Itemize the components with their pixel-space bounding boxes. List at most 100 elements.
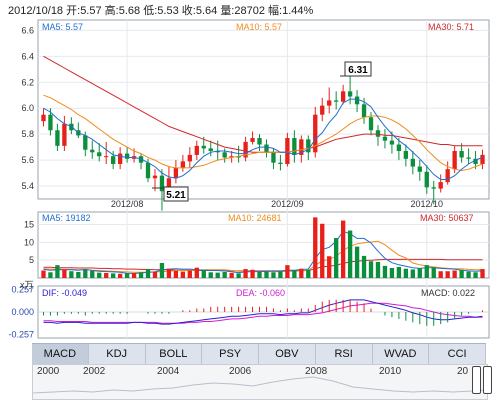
candle-body: [229, 156, 234, 158]
candle-body: [187, 154, 192, 162]
volume-bars: [41, 217, 485, 278]
volume-bar: [145, 269, 151, 278]
price-tick-label: 5.6: [21, 155, 34, 165]
macd-dif-line: [43, 299, 483, 325]
volume-bar: [62, 269, 67, 278]
candle-body: [243, 141, 248, 158]
volume-bar: [438, 271, 443, 278]
volume-bar: [431, 267, 436, 278]
macd-dif-label: DIF: -0.049: [42, 288, 88, 298]
volume-bar: [180, 271, 186, 278]
moving-average-lines: [43, 55, 483, 325]
candle-body: [222, 152, 227, 158]
volume-bar: [173, 270, 179, 278]
volume-bar: [480, 269, 485, 278]
candle-body: [173, 167, 179, 179]
candle-body: [375, 130, 381, 137]
tab-rsi[interactable]: RSI: [316, 344, 373, 364]
volume-bar: [48, 272, 53, 278]
candle-body: [431, 187, 436, 189]
volume-bar: [271, 272, 276, 278]
candle-body: [55, 130, 60, 146]
volume-bar: [306, 269, 311, 278]
candle-body: [299, 139, 304, 155]
volume-tick-label: 5: [29, 255, 34, 265]
candle-body: [347, 91, 353, 97]
candle-body: [313, 114, 318, 153]
candle-body: [201, 145, 206, 149]
candle-body: [368, 117, 374, 131]
volume-value: 28702: [234, 5, 265, 17]
price-tick-label: 6.0: [21, 103, 34, 113]
volume-bar: [417, 268, 422, 278]
macd-dea-line: [43, 302, 483, 324]
volume-bar: [264, 271, 269, 278]
volume-bar: [313, 217, 318, 278]
candle-body: [320, 105, 325, 115]
candle-body: [452, 151, 457, 170]
price-tick-label: 5.8: [21, 129, 34, 139]
tab-boll[interactable]: BOLL: [146, 344, 203, 364]
price-tick-label: 5.4: [21, 181, 34, 191]
volume-bar: [320, 223, 325, 278]
candle-body: [389, 140, 395, 145]
navigator-handle-left[interactable]: [472, 366, 481, 394]
volume-bar: [187, 270, 192, 278]
volume-bar: [327, 256, 332, 278]
candle-body: [90, 149, 95, 153]
price-tick-label: 6.6: [21, 25, 34, 35]
candle-body: [117, 153, 123, 164]
volume-bar: [466, 271, 471, 278]
macd-histogram: [42, 299, 484, 326]
candle-body: [327, 100, 332, 106]
navigator-history: [33, 376, 487, 394]
volume-bar: [117, 273, 123, 278]
close-value: 5.64: [195, 5, 218, 17]
candle-body: [334, 100, 339, 102]
price-ma10-line: [43, 94, 483, 172]
candle-body: [410, 158, 415, 167]
volume-bar: [55, 265, 60, 278]
candle-body: [138, 156, 144, 163]
tab-psy[interactable]: PSY: [202, 344, 259, 364]
candle-body: [83, 135, 88, 150]
navigator-handle-right[interactable]: [483, 366, 492, 394]
volume-bar: [389, 268, 395, 278]
volume-bar: [243, 269, 248, 278]
time-navigator[interactable]: 2000 2002 2004 2006 2008 2010 20: [32, 364, 488, 400]
volume-bar: [368, 261, 374, 278]
volume-bar: [90, 270, 95, 278]
time-tick-label: 2012/09: [271, 199, 304, 209]
volume-bar: [124, 273, 130, 278]
quote-date: 2012/10/18: [8, 5, 64, 17]
tab-kdj[interactable]: KDJ: [89, 344, 146, 364]
volume-bar: [215, 272, 220, 278]
candle-body: [417, 166, 422, 172]
candle-body: [292, 138, 297, 155]
candle-body: [271, 152, 276, 163]
nav-year-2006: 2006: [229, 366, 252, 377]
open-value: 5.57: [80, 5, 102, 17]
close-label: 收:: [181, 5, 196, 17]
indicator-tabs: MACD KDJ BOLL PSY OBV RSI WVAD CCI: [32, 343, 486, 365]
tab-wvad[interactable]: WVAD: [373, 344, 430, 364]
high-marker-label: 6.31: [348, 65, 368, 76]
volume-bar: [403, 268, 409, 278]
nav-year-20: 20: [457, 366, 469, 377]
price-ma5-line: [43, 98, 483, 180]
volume-bar: [473, 272, 478, 278]
volume-bar: [299, 268, 304, 278]
tab-cci[interactable]: CCI: [429, 344, 486, 364]
high-label: 高:: [104, 5, 119, 17]
volume-bar: [375, 261, 381, 278]
candle-body: [257, 138, 262, 145]
tab-obv[interactable]: OBV: [259, 344, 316, 364]
candle-body: [41, 114, 46, 122]
y-axis-ticks: 6.6 6.4 6.2 6.0 5.8 5.6 5.4 15 10 5 0.257 0.000 -0.2…: [8, 25, 34, 339]
candle-body: [340, 91, 346, 102]
volume-bar: [194, 267, 199, 278]
volume-bar: [257, 271, 262, 278]
low-label: 低:: [143, 5, 158, 17]
volume-bar: [222, 271, 227, 278]
tab-macd[interactable]: MACD: [32, 344, 89, 364]
